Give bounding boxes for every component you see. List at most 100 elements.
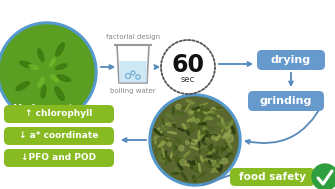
Ellipse shape	[166, 154, 171, 162]
Ellipse shape	[215, 146, 223, 149]
Ellipse shape	[172, 173, 179, 174]
Ellipse shape	[181, 106, 189, 109]
Ellipse shape	[195, 156, 200, 163]
Ellipse shape	[170, 151, 173, 160]
Ellipse shape	[164, 139, 170, 142]
Ellipse shape	[165, 160, 168, 164]
Ellipse shape	[221, 122, 230, 123]
Ellipse shape	[16, 82, 29, 90]
Ellipse shape	[202, 142, 207, 145]
Ellipse shape	[208, 149, 214, 154]
Ellipse shape	[188, 122, 193, 128]
Ellipse shape	[38, 49, 44, 61]
Ellipse shape	[222, 134, 226, 138]
Ellipse shape	[212, 108, 221, 109]
Ellipse shape	[55, 87, 64, 101]
Circle shape	[149, 94, 241, 186]
Ellipse shape	[205, 130, 210, 137]
Ellipse shape	[227, 129, 231, 134]
Ellipse shape	[173, 146, 177, 149]
Circle shape	[225, 126, 228, 130]
Ellipse shape	[155, 146, 163, 151]
Ellipse shape	[211, 160, 214, 169]
Ellipse shape	[187, 118, 195, 122]
Ellipse shape	[201, 114, 204, 123]
Circle shape	[212, 160, 216, 164]
Circle shape	[164, 43, 212, 91]
Ellipse shape	[203, 159, 208, 162]
Ellipse shape	[38, 77, 44, 87]
Ellipse shape	[213, 169, 218, 172]
Ellipse shape	[185, 164, 190, 166]
Circle shape	[191, 139, 197, 145]
Ellipse shape	[186, 100, 194, 104]
Ellipse shape	[195, 166, 198, 172]
Ellipse shape	[164, 112, 171, 117]
Ellipse shape	[203, 125, 208, 130]
Ellipse shape	[163, 123, 169, 126]
FancyBboxPatch shape	[4, 149, 114, 167]
Ellipse shape	[193, 176, 196, 182]
Ellipse shape	[206, 151, 210, 153]
FancyBboxPatch shape	[248, 91, 324, 111]
Circle shape	[0, 22, 97, 122]
Circle shape	[186, 140, 189, 144]
Ellipse shape	[188, 161, 195, 165]
Ellipse shape	[214, 114, 220, 117]
Ellipse shape	[208, 161, 214, 164]
Ellipse shape	[210, 161, 217, 164]
Ellipse shape	[162, 147, 164, 157]
Ellipse shape	[179, 113, 185, 115]
Ellipse shape	[228, 143, 232, 149]
Ellipse shape	[205, 125, 214, 129]
Ellipse shape	[208, 109, 212, 113]
Ellipse shape	[189, 140, 194, 143]
Ellipse shape	[190, 163, 192, 169]
FancyBboxPatch shape	[230, 168, 315, 186]
Ellipse shape	[190, 146, 199, 150]
Ellipse shape	[176, 112, 180, 113]
Ellipse shape	[181, 173, 187, 181]
Ellipse shape	[210, 134, 217, 136]
Ellipse shape	[186, 129, 194, 132]
Text: 60: 60	[172, 53, 204, 77]
Ellipse shape	[199, 110, 207, 114]
Ellipse shape	[225, 146, 228, 149]
Ellipse shape	[216, 107, 221, 109]
Ellipse shape	[226, 149, 232, 154]
Text: Yerba-mate: Yerba-mate	[13, 104, 81, 114]
Ellipse shape	[199, 172, 206, 177]
Ellipse shape	[174, 143, 176, 149]
Circle shape	[312, 164, 335, 189]
Ellipse shape	[193, 160, 194, 165]
Ellipse shape	[207, 155, 213, 157]
Ellipse shape	[173, 145, 174, 154]
Circle shape	[0, 25, 94, 119]
Ellipse shape	[177, 150, 181, 156]
Ellipse shape	[175, 138, 182, 140]
Text: ↑ chlorophyll: ↑ chlorophyll	[25, 109, 93, 119]
Ellipse shape	[201, 117, 208, 121]
Ellipse shape	[201, 145, 207, 148]
FancyBboxPatch shape	[13, 101, 81, 117]
Ellipse shape	[213, 153, 220, 159]
Ellipse shape	[164, 119, 167, 125]
Ellipse shape	[158, 159, 164, 162]
Ellipse shape	[165, 135, 168, 141]
Circle shape	[179, 146, 184, 151]
Ellipse shape	[55, 64, 67, 70]
Ellipse shape	[202, 109, 210, 111]
Ellipse shape	[195, 112, 200, 114]
Circle shape	[225, 135, 233, 143]
Ellipse shape	[156, 128, 163, 131]
Ellipse shape	[213, 160, 218, 163]
Ellipse shape	[215, 162, 222, 163]
Circle shape	[180, 159, 186, 165]
Circle shape	[222, 158, 227, 164]
Ellipse shape	[221, 148, 225, 151]
Ellipse shape	[205, 161, 210, 167]
Ellipse shape	[178, 128, 184, 131]
Text: ↓PFO and POD: ↓PFO and POD	[21, 153, 96, 163]
Text: grinding: grinding	[260, 96, 312, 106]
Circle shape	[224, 132, 230, 138]
